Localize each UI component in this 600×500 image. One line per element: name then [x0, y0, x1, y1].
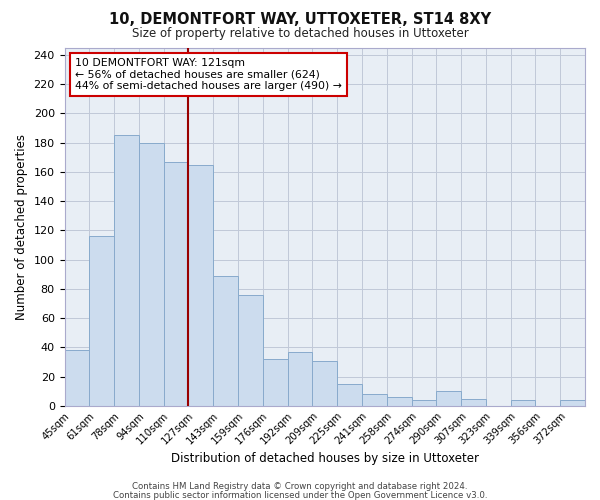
Text: Size of property relative to detached houses in Uttoxeter: Size of property relative to detached ho…	[131, 28, 469, 40]
Bar	[188, 164, 213, 406]
Bar	[263, 359, 287, 406]
Text: 10 DEMONTFORT WAY: 121sqm
← 56% of detached houses are smaller (624)
44% of semi: 10 DEMONTFORT WAY: 121sqm ← 56% of detac…	[75, 58, 342, 92]
Bar	[461, 398, 486, 406]
Text: Contains public sector information licensed under the Open Government Licence v3: Contains public sector information licen…	[113, 490, 487, 500]
Bar	[436, 392, 461, 406]
Bar	[139, 142, 164, 406]
Bar	[213, 276, 238, 406]
Bar	[362, 394, 387, 406]
Bar	[287, 352, 313, 406]
Bar	[560, 400, 585, 406]
Bar	[313, 360, 337, 406]
Text: 10, DEMONTFORT WAY, UTTOXETER, ST14 8XY: 10, DEMONTFORT WAY, UTTOXETER, ST14 8XY	[109, 12, 491, 28]
Bar	[337, 384, 362, 406]
Bar	[511, 400, 535, 406]
Bar	[238, 295, 263, 406]
Bar	[164, 162, 188, 406]
X-axis label: Distribution of detached houses by size in Uttoxeter: Distribution of detached houses by size …	[171, 452, 479, 465]
Bar	[412, 400, 436, 406]
Bar	[89, 236, 114, 406]
Bar	[387, 397, 412, 406]
Bar	[65, 350, 89, 406]
Bar	[114, 136, 139, 406]
Y-axis label: Number of detached properties: Number of detached properties	[15, 134, 28, 320]
Text: Contains HM Land Registry data © Crown copyright and database right 2024.: Contains HM Land Registry data © Crown c…	[132, 482, 468, 491]
